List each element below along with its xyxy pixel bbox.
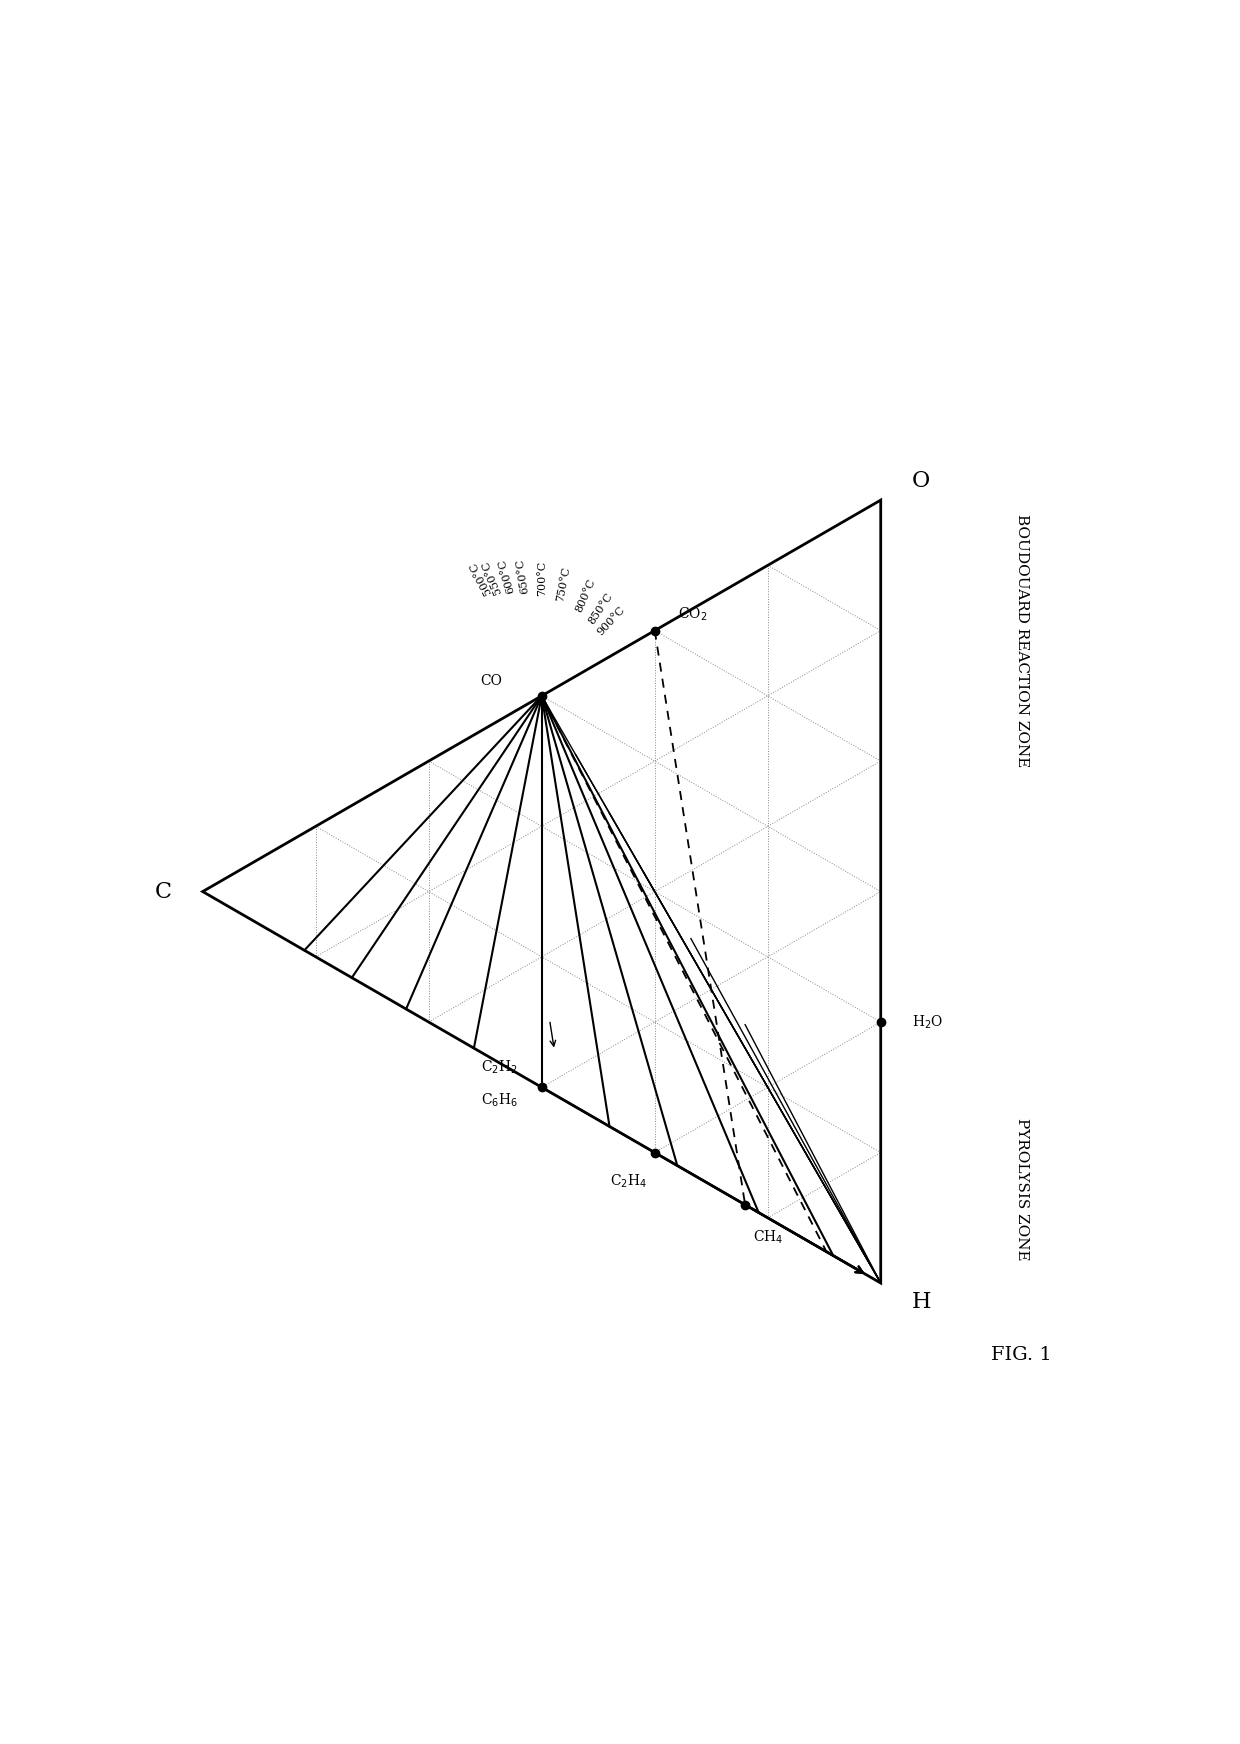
Text: 850°C: 850°C [587, 591, 615, 626]
Text: 650°C: 650°C [515, 558, 531, 595]
Text: O: O [913, 471, 930, 492]
Text: C: C [154, 881, 171, 903]
Text: PYROLYSIS ZONE: PYROLYSIS ZONE [1014, 1118, 1029, 1261]
Text: BOUDOUARD REACTION ZONE: BOUDOUARD REACTION ZONE [1014, 514, 1029, 767]
Text: 900°C: 900°C [595, 605, 627, 638]
Text: 550°C: 550°C [480, 558, 503, 595]
Text: 700°C: 700°C [537, 562, 547, 596]
Text: C$_2$H$_4$: C$_2$H$_4$ [610, 1172, 647, 1189]
Text: H$_2$O: H$_2$O [913, 1013, 944, 1031]
Text: 750°C: 750°C [556, 567, 572, 603]
Text: C$_2$H$_2$: C$_2$H$_2$ [481, 1059, 518, 1076]
Text: 500°C: 500°C [467, 560, 492, 596]
Text: 600°C: 600°C [497, 556, 517, 595]
Text: CO: CO [481, 673, 502, 689]
Text: C$_6$H$_6$: C$_6$H$_6$ [481, 1092, 518, 1109]
Text: FIG. 1: FIG. 1 [991, 1346, 1052, 1364]
Text: CH$_4$: CH$_4$ [753, 1228, 784, 1245]
Text: H: H [913, 1291, 931, 1313]
Text: 800°C: 800°C [574, 577, 596, 614]
Text: CO$_2$: CO$_2$ [678, 605, 708, 623]
